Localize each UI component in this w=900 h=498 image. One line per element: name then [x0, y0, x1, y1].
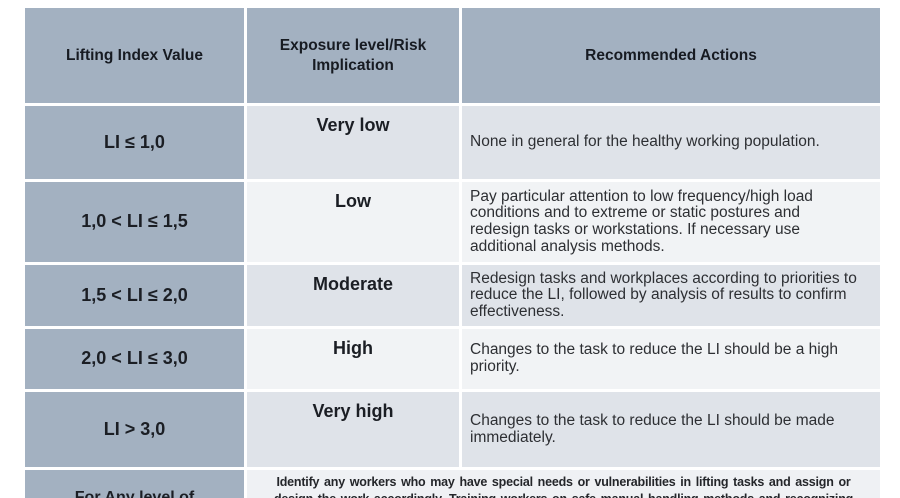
li-range-cell: LI ≤ 1,0 [25, 106, 244, 179]
recommended-action-cell: Redesign tasks and workplaces according … [462, 265, 880, 326]
risk-level-cell: Moderate [247, 265, 459, 326]
header-lifting-index-value: Lifting Index Value [25, 8, 244, 103]
li-range-cell: 1,0 < LI ≤ 1,5 [25, 182, 244, 262]
header-row: Lifting Index Value Exposure level/Risk … [25, 8, 880, 103]
footer-action-cell: Identify any workers who may have specia… [247, 470, 880, 498]
recommended-action-cell: None in general for the healthy working … [462, 106, 880, 179]
table-row-very-high: LI > 3,0 Very high Changes to the task t… [25, 392, 880, 467]
recommended-action-cell: Changes to the task to reduce the LI sho… [462, 392, 880, 467]
recommended-action-cell: Changes to the task to reduce the LI sho… [462, 329, 880, 389]
table-row-very-low: LI ≤ 1,0 Very low None in general for th… [25, 106, 880, 179]
recommended-action-cell: Pay particular attention to low frequenc… [462, 182, 880, 262]
footer-label-cell: For Any level of Risk/Exposure [25, 470, 244, 498]
risk-level-cell: Very low [247, 106, 459, 179]
footer-row-any-risk-level: For Any level of Risk/Exposure Identify … [25, 470, 880, 498]
li-range-cell: 2,0 < LI ≤ 3,0 [25, 329, 244, 389]
lifting-index-risk-table: Lifting Index Value Exposure level/Risk … [22, 5, 883, 498]
table-row-high: 2,0 < LI ≤ 3,0 High Changes to the task … [25, 329, 880, 389]
li-range-cell: 1,5 < LI ≤ 2,0 [25, 265, 244, 326]
li-range-cell: LI > 3,0 [25, 392, 244, 467]
table-row-low: 1,0 < LI ≤ 1,5 Low Pay particular attent… [25, 182, 880, 262]
header-recommended-actions: Recommended Actions [462, 8, 880, 103]
risk-level-cell: Very high [247, 392, 459, 467]
risk-level-cell: Low [247, 182, 459, 262]
header-exposure-level-risk: Exposure level/Risk Implication [247, 8, 459, 103]
risk-level-cell: High [247, 329, 459, 389]
table-row-moderate: 1,5 < LI ≤ 2,0 Moderate Redesign tasks a… [25, 265, 880, 326]
